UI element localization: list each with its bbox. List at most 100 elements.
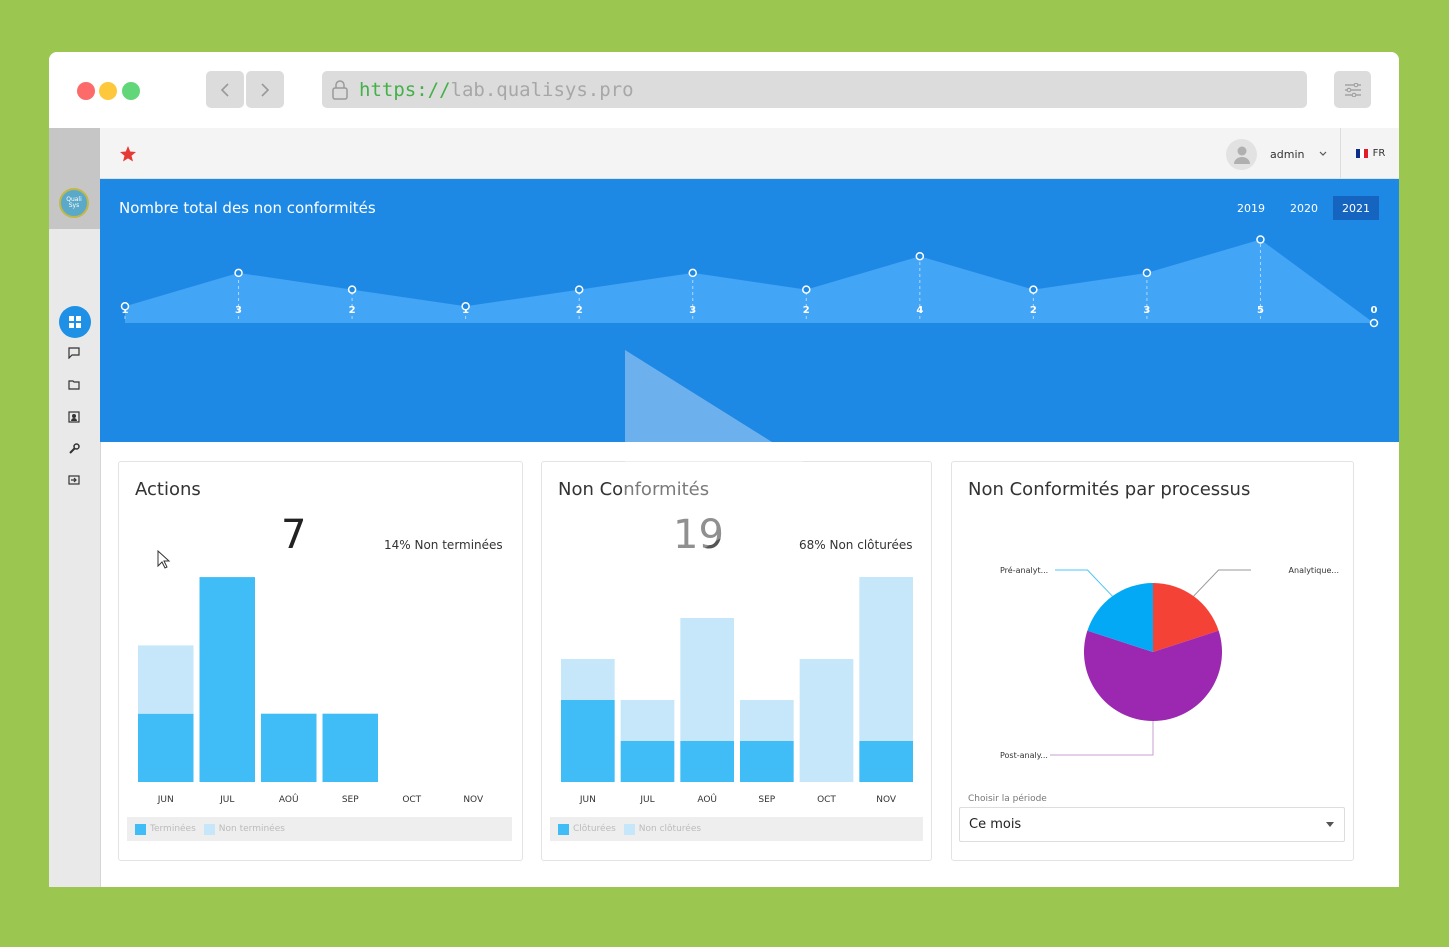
sidebar-item-logout[interactable] <box>65 471 83 489</box>
contacts-icon <box>68 411 80 423</box>
value-label: 0 <box>1371 305 1378 316</box>
maximize-window-button[interactable] <box>122 82 140 100</box>
value-label: 3 <box>235 305 242 316</box>
value-label: 3 <box>689 305 696 316</box>
bar-done <box>199 577 255 782</box>
x-tick-label: JUN <box>157 795 174 805</box>
sidebar-item-documents[interactable] <box>65 376 83 394</box>
cursor-icon <box>157 550 171 569</box>
x-tick-label: SEP <box>758 795 775 805</box>
bar-pending <box>859 577 913 741</box>
sidebar-item-comments[interactable] <box>65 344 83 362</box>
close-window-button[interactable] <box>77 82 95 100</box>
url-host: lab.qualisys.pro <box>450 78 634 101</box>
value-label: 2 <box>1030 305 1037 316</box>
actions-title: Actions <box>135 479 201 500</box>
lock-icon <box>332 79 348 100</box>
play-icon[interactable] <box>623 350 833 600</box>
process-title: Non Conformités par processus <box>968 479 1251 500</box>
bar-done <box>740 741 794 782</box>
nc-area-chart: 1JAN3FÉV2MAR1AVR2MAI3JUN2JUL4AOÛ2SEP3OCT… <box>120 235 1379 328</box>
legend-label-closed[interactable]: Clôturées <box>573 824 616 834</box>
data-point <box>461 302 470 311</box>
folder-icon <box>68 380 80 390</box>
browser-window: https://lab.qualisys.pro Quali Sys <box>49 52 1399 887</box>
minimize-window-button[interactable] <box>99 82 117 100</box>
nc-bar-chart: JUN JUL AOÛ SEP OCT NOV <box>561 577 913 805</box>
legend-swatch-pending <box>203 823 215 835</box>
chevron-down-icon <box>1320 151 1327 156</box>
legend-label-pending[interactable]: Non terminées <box>218 824 285 834</box>
data-point <box>1256 235 1265 244</box>
sidebar-header: Quali Sys <box>49 128 100 229</box>
sidebar-item-tools[interactable] <box>65 440 83 458</box>
bar-done <box>322 713 378 782</box>
language-selector[interactable]: FR <box>1340 128 1399 178</box>
actions-card: Actions 7 14% Non terminées JUN JUL AOÛ SEP… <box>118 461 523 861</box>
user-icon <box>1233 146 1250 164</box>
sidebar-item-contacts[interactable] <box>65 408 83 426</box>
x-tick-label: OCT <box>402 795 421 805</box>
user-menu[interactable]: admin <box>1226 138 1328 170</box>
legend-label-done[interactable]: Terminées <box>150 824 196 834</box>
data-point <box>688 268 697 278</box>
bar-pending <box>740 700 794 741</box>
pie-label: Pré-analyt... <box>1000 565 1048 575</box>
banner-title: Nombre total des non conformités <box>119 199 376 217</box>
bar-done <box>620 741 675 782</box>
star-icon[interactable] <box>119 145 137 163</box>
process-card: Non Conformités par processus Analytique… <box>951 461 1354 861</box>
forward-button[interactable] <box>246 71 284 108</box>
x-tick-label: OCT <box>817 795 836 805</box>
x-tick-label: AOÛ <box>697 793 717 805</box>
process-pie-chart: Analytique... Post-analy... Pré-analyt... <box>1000 565 1339 760</box>
period-select[interactable]: Ce mois <box>959 807 1345 842</box>
period-label: Choisir la période <box>968 794 1047 804</box>
nc-title: Non Conformités <box>558 479 709 500</box>
avatar <box>1226 138 1257 170</box>
x-tick-label: JUL <box>219 795 234 805</box>
legend-label-open[interactable]: Non clôturées <box>638 824 702 834</box>
sidebar-item-dashboard[interactable] <box>59 306 91 338</box>
app-logo[interactable]: Quali Sys <box>59 188 89 218</box>
sidebar: Quali Sys <box>49 128 101 887</box>
bar-done <box>561 700 615 782</box>
browser-toolbar: https://lab.qualisys.pro <box>49 52 1399 128</box>
actions-legend: Terminées Non terminées <box>127 817 512 841</box>
data-point <box>1029 285 1038 294</box>
x-tick-label: SEP <box>342 795 359 805</box>
x-tick-label: NOV <box>876 795 897 805</box>
url-text: https://lab.qualisys.pro <box>359 79 634 101</box>
bar-pending <box>561 659 615 700</box>
value-label: 2 <box>803 305 810 316</box>
x-tick-label: JUL <box>639 795 654 805</box>
language-label: FR <box>1372 147 1386 159</box>
dashboard-icon <box>69 316 81 328</box>
year-tab-2020[interactable]: 2020 <box>1290 201 1318 215</box>
pie-slice <box>1087 583 1153 652</box>
pie-slice <box>1084 630 1222 721</box>
year-tab-2019[interactable]: 2019 <box>1237 201 1265 215</box>
pie-label: Post-analy... <box>1000 751 1048 760</box>
bar-done <box>859 741 913 782</box>
x-tick-label: AOÛ <box>279 793 299 805</box>
caret-down-icon <box>1326 822 1334 827</box>
wrench-icon <box>69 443 80 454</box>
data-point <box>120 302 130 311</box>
data-point <box>915 251 925 261</box>
user-name: admin <box>1270 147 1305 161</box>
bar-pending <box>680 618 734 741</box>
data-point <box>574 285 584 294</box>
back-button[interactable] <box>206 71 244 108</box>
url-protocol: https:// <box>359 78 451 101</box>
address-bar[interactable]: https://lab.qualisys.pro <box>322 71 1307 108</box>
logout-icon <box>68 475 80 485</box>
data-point <box>347 285 357 294</box>
year-tab-2021[interactable]: 2021 <box>1333 196 1379 220</box>
value-label: 5 <box>1257 305 1264 316</box>
legend-swatch-done <box>135 823 146 835</box>
settings-button[interactable] <box>1334 71 1371 108</box>
data-point <box>802 285 811 294</box>
nc-legend: Clôturées Non clôturées <box>550 817 923 841</box>
nc-card: Non Conformités 19 68% Non clôturées JUN… <box>541 461 932 861</box>
